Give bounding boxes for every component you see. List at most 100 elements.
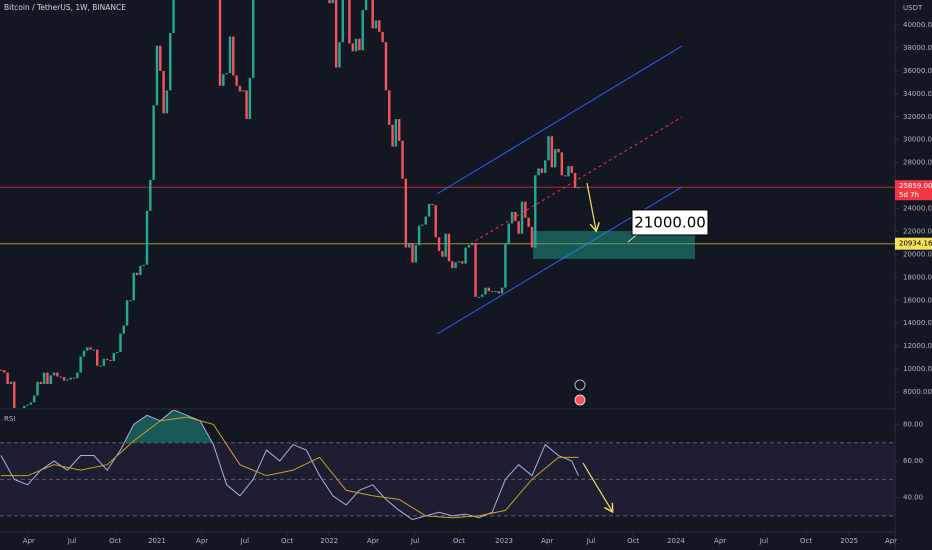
- candle: [102, 358, 106, 366]
- candle: [467, 245, 471, 248]
- candle: [139, 265, 142, 276]
- y-tick-label: 34000.00: [903, 90, 932, 98]
- candle: [354, 38, 358, 52]
- candle: [341, 0, 345, 43]
- candle: [451, 261, 454, 269]
- candle: [228, 36, 232, 74]
- candle: [577, 187, 580, 189]
- y-tick-label: 14000.00: [903, 319, 932, 327]
- candle: [56, 372, 59, 377]
- candle: [520, 201, 524, 234]
- candle: [563, 175, 567, 177]
- candle: [444, 233, 447, 257]
- candle: [165, 90, 169, 114]
- y-tick-label: 24000.00: [903, 205, 932, 213]
- x-tick-label: Apr: [196, 537, 208, 545]
- candle: [421, 224, 424, 226]
- candle: [560, 152, 564, 176]
- rsi-lines: [0, 410, 579, 521]
- candle: [414, 245, 418, 263]
- y-tick-label: 22000.00: [903, 227, 932, 235]
- rsi-pane: [0, 442, 895, 517]
- candle: [142, 264, 145, 266]
- candle: [404, 178, 408, 248]
- candle: [115, 351, 119, 354]
- candle: [431, 203, 434, 206]
- candle: [218, 0, 222, 86]
- candle: [162, 70, 165, 114]
- candle: [384, 42, 388, 91]
- candle: [567, 166, 570, 177]
- candle: [66, 379, 69, 381]
- x-tick-label: Jul: [240, 537, 250, 545]
- candle: [79, 356, 82, 373]
- candle: [169, 33, 172, 91]
- candle: [534, 175, 537, 248]
- candle: [96, 349, 99, 366]
- candle: [374, 20, 378, 29]
- x-tick-label: 2023: [495, 537, 513, 545]
- channel-upper: [436, 45, 683, 195]
- candle: [159, 45, 162, 71]
- candle: [490, 291, 494, 293]
- rsi-y-tick-label: 40.00: [903, 494, 923, 502]
- y-tick-label: 20000.00: [903, 250, 932, 258]
- x-tick-label: Jul: [759, 537, 769, 545]
- candle: [401, 140, 404, 179]
- candle: [358, 38, 361, 51]
- candle: [69, 377, 72, 380]
- countdown: 5d 7h: [899, 191, 919, 199]
- rsi-y-tick-label: 60.00: [903, 457, 923, 465]
- candle: [334, 0, 338, 68]
- candle: [135, 272, 139, 276]
- rsi-title: RSI: [4, 415, 15, 423]
- y-tick-label: 36000.00: [903, 67, 932, 75]
- candle: [248, 77, 252, 120]
- rsi-ma-line: [0, 416, 579, 519]
- candle: [537, 168, 540, 176]
- candle: [497, 291, 500, 294]
- rsi-y-tick-label: 80.00: [903, 420, 923, 428]
- channel-lower: [436, 186, 683, 335]
- candle: [573, 172, 577, 188]
- main-pane: [0, 0, 895, 408]
- last-price-label: 25859.00: [899, 182, 932, 190]
- candle: [72, 377, 76, 379]
- candle: [172, 0, 175, 34]
- candle: [86, 347, 89, 351]
- last-price-box: [895, 180, 932, 201]
- y-tick-label: 32000.00: [903, 113, 932, 121]
- candle: [441, 250, 444, 257]
- candle: [477, 296, 481, 298]
- x-tick-label: Oct: [109, 537, 121, 545]
- level-box: [895, 237, 932, 250]
- candle: [62, 377, 66, 381]
- x-tick-label: 2025: [840, 537, 858, 545]
- candle: [378, 20, 381, 32]
- target-callout: 21000.00: [631, 209, 709, 236]
- candle: [407, 242, 411, 248]
- candle: [26, 404, 29, 406]
- candle: [245, 90, 248, 120]
- candle: [112, 353, 116, 362]
- candle: [510, 211, 514, 224]
- candle: [487, 287, 491, 292]
- candle: [461, 261, 464, 264]
- candle: [132, 272, 135, 301]
- x-tick-label: Jul: [67, 537, 77, 545]
- candle: [92, 349, 96, 351]
- candle: [361, 10, 364, 51]
- y-tick-label: 10000.00: [903, 365, 932, 373]
- candle: [109, 359, 112, 362]
- candle: [480, 294, 484, 297]
- candle: [13, 381, 16, 408]
- candle: [484, 287, 487, 295]
- channel-mid: [469, 116, 683, 245]
- currency: USDT: [903, 4, 923, 12]
- event-icon: [574, 379, 586, 391]
- candle: [222, 74, 225, 86]
- x-tick-label: Apr: [367, 537, 379, 545]
- candle: [235, 75, 238, 86]
- candle: [391, 124, 394, 147]
